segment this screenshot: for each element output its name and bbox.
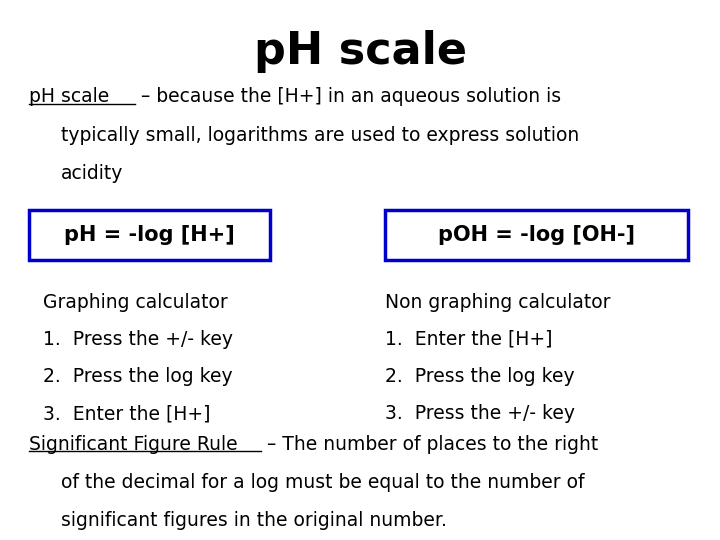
Text: pH scale: pH scale xyxy=(253,30,467,73)
FancyBboxPatch shape xyxy=(29,210,270,260)
Text: of the decimal for a log must be equal to the number of: of the decimal for a log must be equal t… xyxy=(61,473,585,492)
Text: Non graphing calculator: Non graphing calculator xyxy=(385,293,611,312)
Text: 1.  Press the +/- key: 1. Press the +/- key xyxy=(43,330,233,349)
Text: pH scale: pH scale xyxy=(29,87,109,106)
Text: 3.  Enter the [H+]: 3. Enter the [H+] xyxy=(43,404,211,423)
Text: acidity: acidity xyxy=(61,164,124,183)
Text: Significant Figure Rule: Significant Figure Rule xyxy=(29,435,238,454)
Text: – The number of places to the right: – The number of places to the right xyxy=(261,435,598,454)
Text: pH = -log [H+]: pH = -log [H+] xyxy=(64,225,235,245)
FancyBboxPatch shape xyxy=(385,210,688,260)
Text: 1.  Enter the [H+]: 1. Enter the [H+] xyxy=(385,330,553,349)
Text: Graphing calculator: Graphing calculator xyxy=(43,293,228,312)
Text: 3.  Press the +/- key: 3. Press the +/- key xyxy=(385,404,575,423)
Text: significant figures in the original number.: significant figures in the original numb… xyxy=(61,511,447,530)
Text: pOH = -log [OH-]: pOH = -log [OH-] xyxy=(438,225,635,245)
Text: – because the [H+] in an aqueous solution is: – because the [H+] in an aqueous solutio… xyxy=(135,87,562,106)
Text: typically small, logarithms are used to express solution: typically small, logarithms are used to … xyxy=(61,126,580,145)
Text: 2.  Press the log key: 2. Press the log key xyxy=(385,367,575,386)
Text: 2.  Press the log key: 2. Press the log key xyxy=(43,367,233,386)
